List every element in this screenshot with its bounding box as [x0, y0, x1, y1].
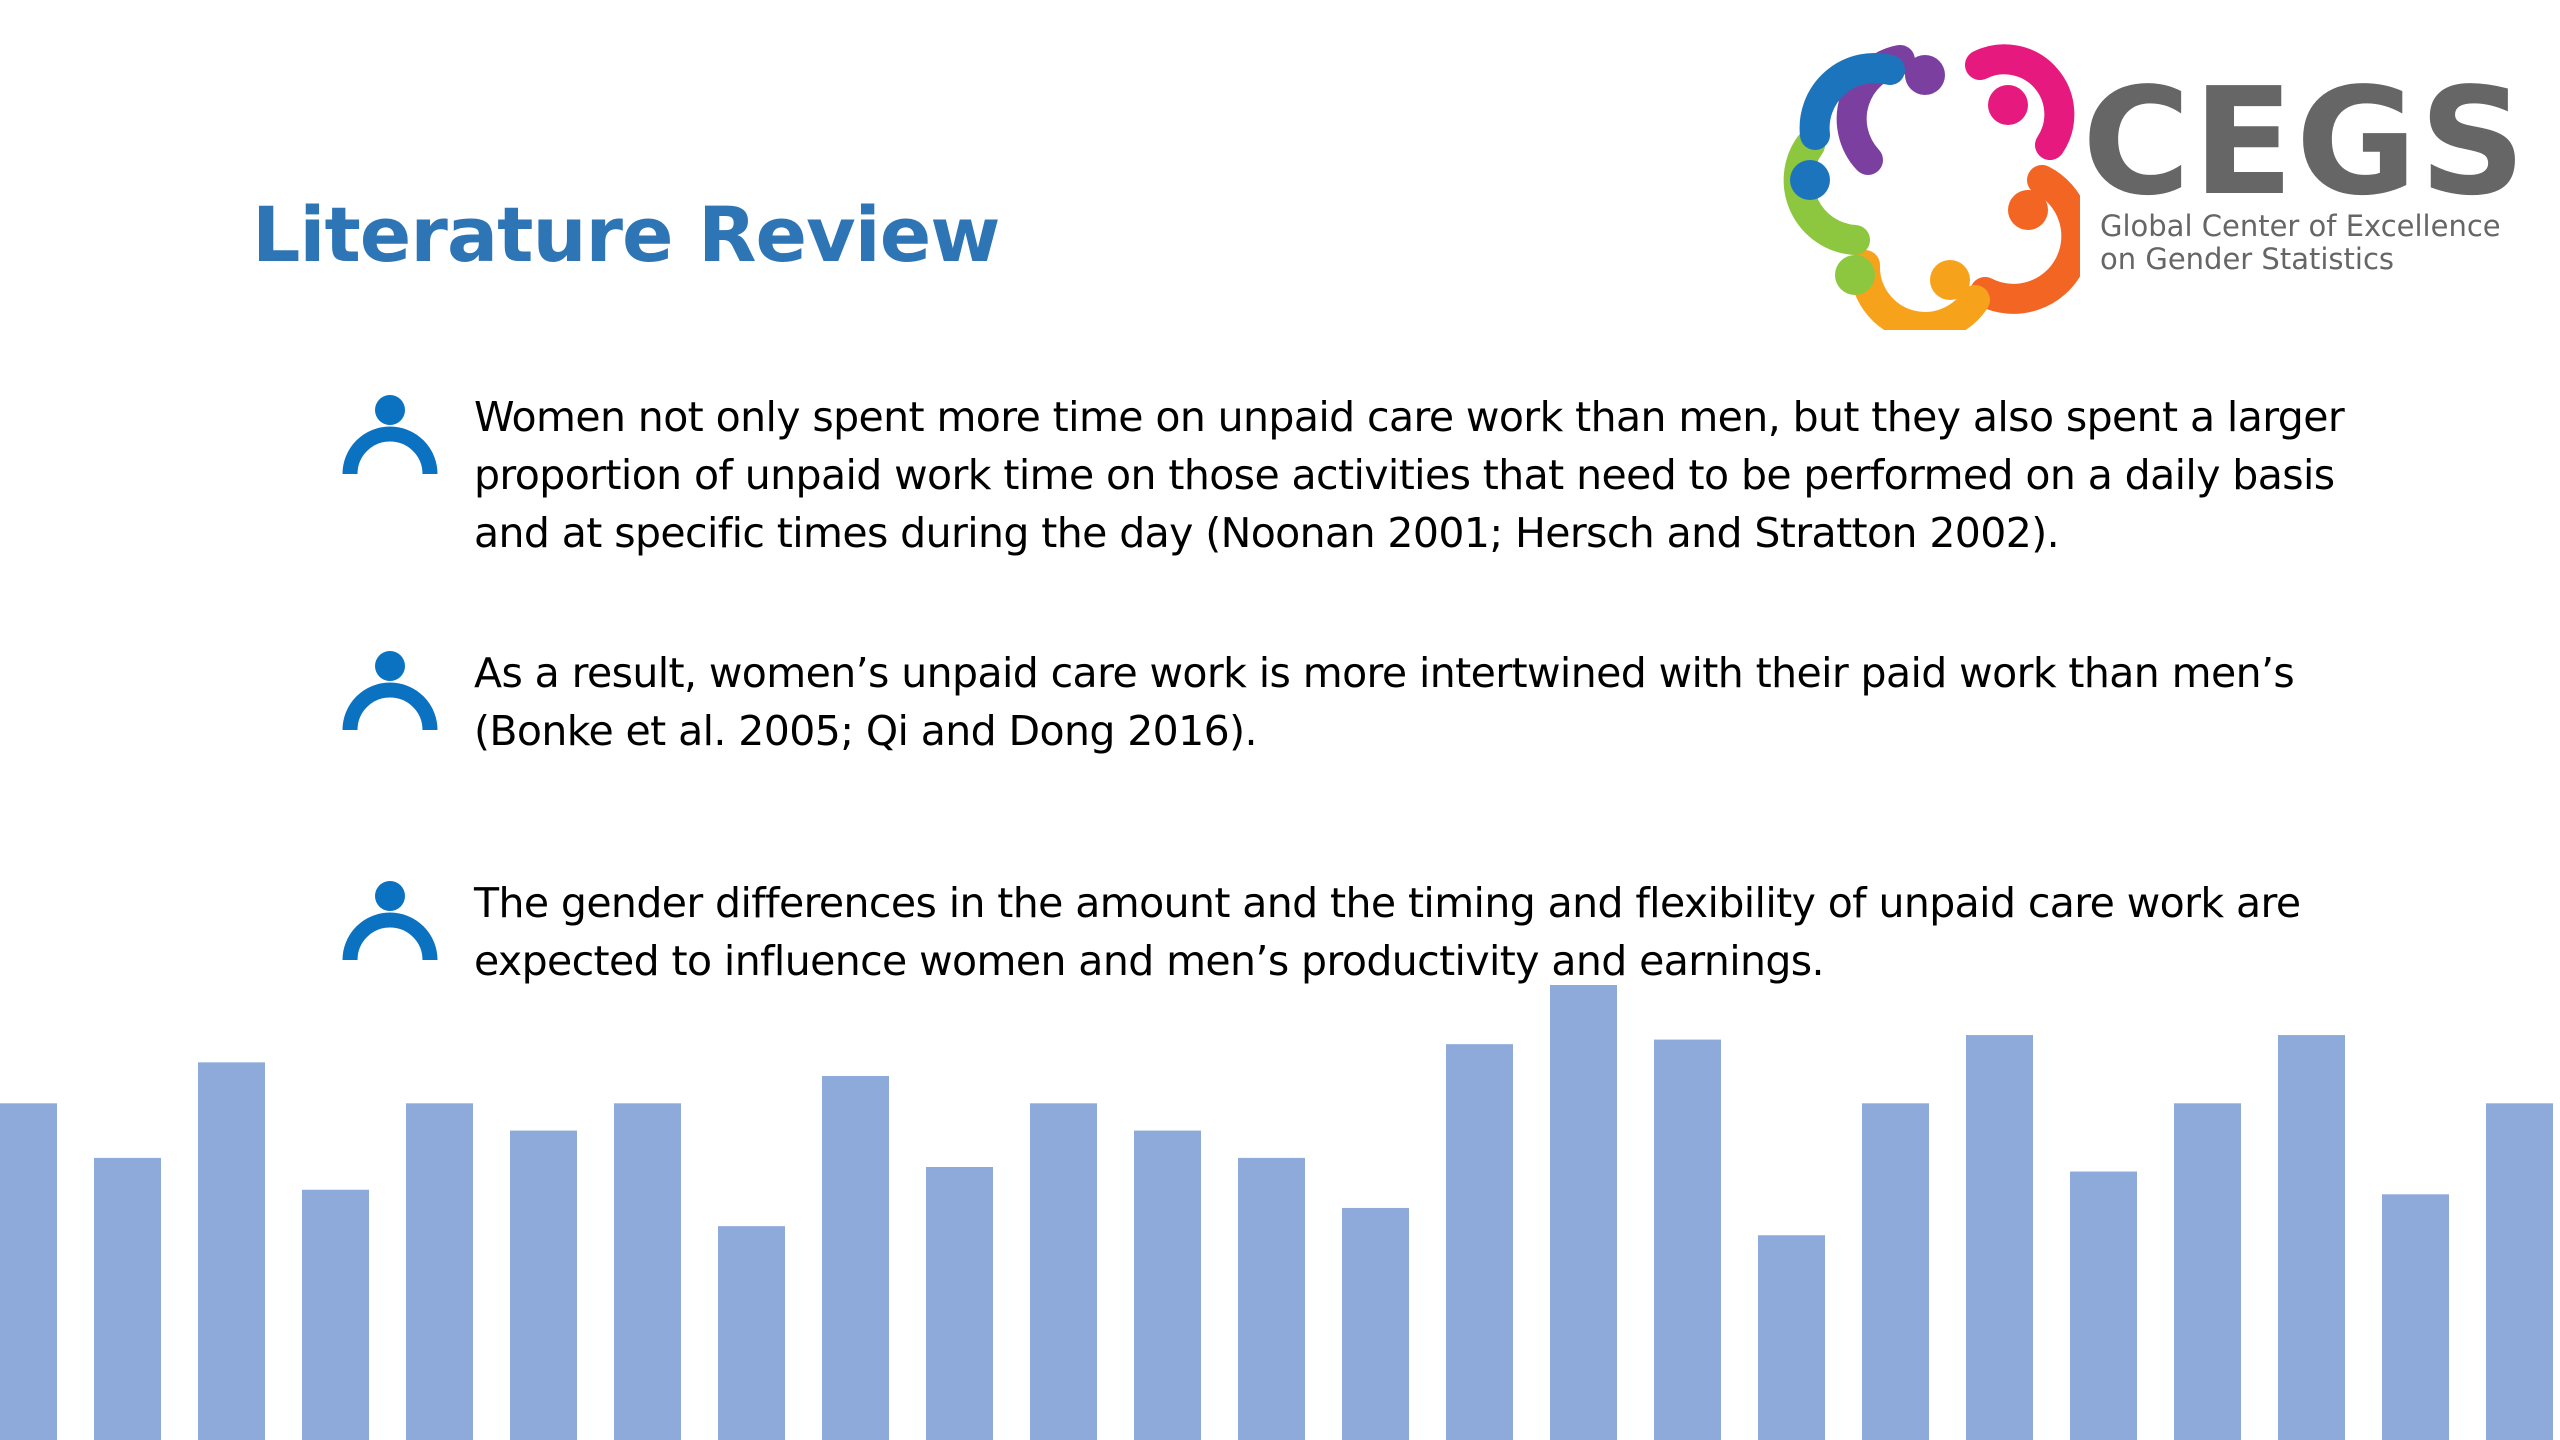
decor-bar — [302, 1189, 369, 1440]
decor-bar — [2382, 1194, 2449, 1440]
decor-bar — [1134, 1130, 1201, 1440]
person-icon — [342, 395, 438, 475]
logo-wordmark: CEGS — [2082, 56, 2528, 228]
decor-bar — [718, 1226, 785, 1440]
decor-bar — [1654, 1039, 1721, 1440]
decor-bar — [2486, 1103, 2553, 1440]
decor-bar — [406, 1103, 473, 1440]
decor-bar — [2174, 1103, 2241, 1440]
logo-subtitle-line1: Global Center of Excellence — [2100, 209, 2501, 243]
decor-bar — [2070, 1171, 2137, 1440]
decor-bar — [1758, 1235, 1825, 1440]
bullet-text: The gender differences in the amount and… — [474, 879, 2301, 985]
logo-subtitle: Global Center of Excellence on Gender St… — [2100, 210, 2501, 276]
person-icon — [342, 881, 438, 961]
decor-bar — [0, 1103, 57, 1440]
decor-bar — [2278, 1035, 2345, 1440]
decor-bar — [614, 1103, 681, 1440]
decor-bar — [1342, 1207, 1409, 1440]
decorative-bars — [0, 985, 2553, 1440]
bullet-text: Women not only spent more time on unpaid… — [474, 393, 2345, 557]
bullet-list: Women not only spent more time on unpaid… — [342, 393, 2345, 985]
person-icon — [342, 651, 438, 731]
decor-bar — [510, 1130, 577, 1440]
decor-bar — [1238, 1157, 1305, 1440]
slide-title: Literature Review — [252, 190, 1000, 279]
logo-subtitle-line2: on Gender Statistics — [2100, 242, 2394, 276]
cegs-logo: CEGS Global Center of Excellence on Gend… — [1780, 30, 2526, 330]
decor-bar — [1030, 1103, 1097, 1440]
decor-bar — [926, 1167, 993, 1440]
decor-bar — [1550, 985, 1617, 1440]
decor-bar — [822, 1076, 889, 1440]
cegs-logo-mark-icon — [1783, 44, 2080, 330]
decor-bar — [198, 1062, 265, 1440]
bullet-text: As a result, women’s unpaid care work is… — [474, 649, 2295, 755]
decor-bar — [1966, 1035, 2033, 1440]
decor-bar — [1446, 1044, 1513, 1440]
decor-bar — [94, 1157, 161, 1440]
decor-bar — [1862, 1103, 1929, 1440]
